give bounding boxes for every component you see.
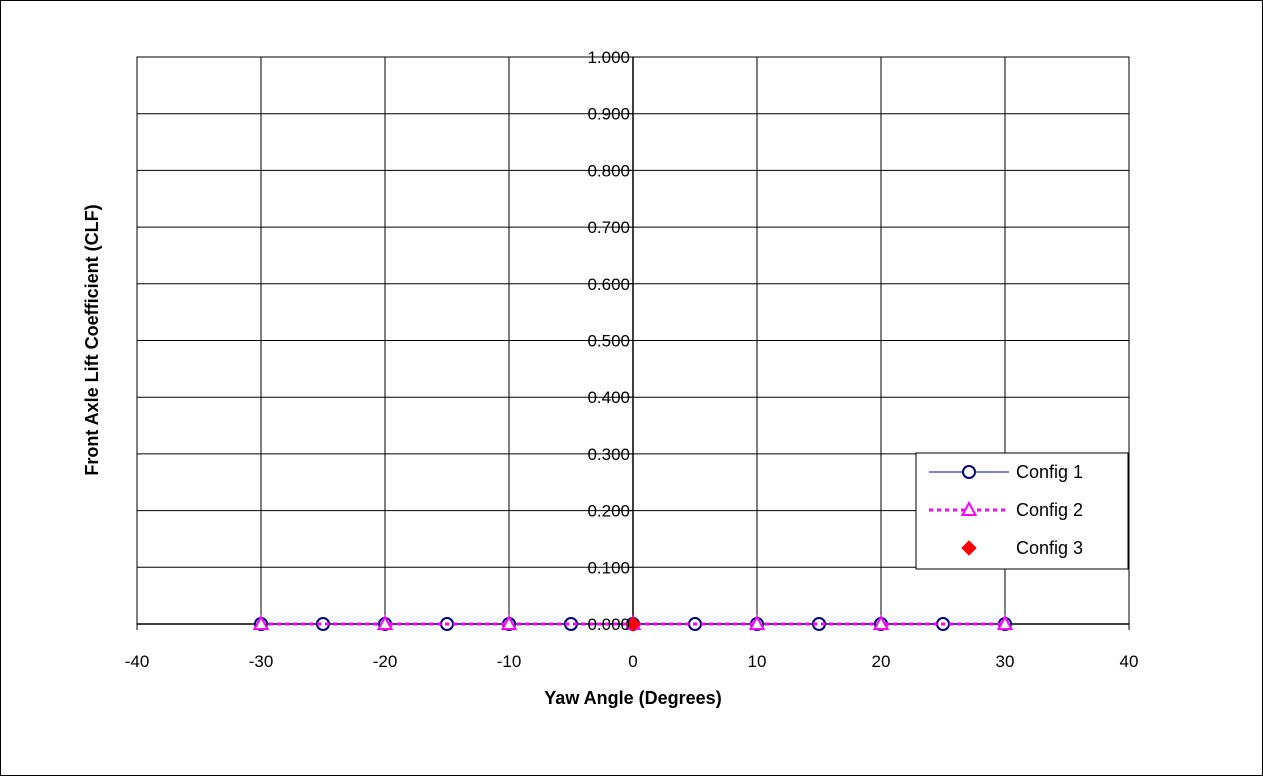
legend-entry-1: Config 1 (929, 462, 1083, 482)
y-axis-title: Front Axle Lift Coefficient (CLF) (82, 204, 102, 475)
y-tick-label: 0.300 (587, 445, 630, 464)
series-3-point (625, 616, 641, 632)
legend-label: Config 1 (1016, 462, 1083, 482)
series-3 (625, 616, 641, 632)
x-tick-label: -10 (497, 652, 522, 671)
y-tick-label: 0.800 (587, 161, 630, 180)
tick-labels: 0.000 0.100 0.200 0.300 0.400 0.500 0.600 0.700… (125, 48, 1139, 671)
series-2-point (996, 614, 1014, 630)
y-tick-label: 0.900 (587, 105, 630, 124)
y-tick-label: 0.500 (587, 332, 630, 351)
y-tick-label: 0.000 (587, 615, 630, 634)
legend-entry-2: Config 2 (929, 500, 1083, 520)
x-tick-label: 0 (628, 652, 637, 671)
y-tick-label: 0.400 (587, 388, 630, 407)
y-tick-label: 1.000 (587, 48, 630, 67)
series-2-point (252, 614, 270, 630)
x-tick-label: 40 (1120, 652, 1139, 671)
x-tick-label: -20 (373, 652, 398, 671)
y-tick-label: 0.200 (587, 502, 630, 521)
legend-swatch-marker (961, 540, 977, 556)
legend-swatch-marker (962, 465, 976, 479)
series-2-point (748, 614, 766, 630)
legend-label: Config 2 (1016, 500, 1083, 520)
x-tick-label: -30 (249, 652, 274, 671)
legend-entry-3: Config 3 (961, 538, 1083, 558)
series-2-point (872, 614, 890, 630)
x-tick-label: 10 (748, 652, 767, 671)
x-axis-title: Yaw Angle (Degrees) (544, 688, 721, 708)
y-tick-label: 0.100 (587, 558, 630, 577)
legend-label: Config 3 (1016, 538, 1083, 558)
legend: Config 1 Config 2 Config 3 (915, 452, 1129, 570)
y-tick-label: 0.600 (587, 275, 630, 294)
y-tick-label: 0.700 (587, 218, 630, 237)
series-layer (252, 614, 1014, 632)
legend-swatch-marker (960, 500, 978, 516)
series-2-point (376, 614, 394, 630)
series-2-point (500, 614, 518, 630)
x-tick-label: 20 (872, 652, 891, 671)
x-tick-label: 30 (996, 652, 1015, 671)
x-tick-label: -40 (125, 652, 150, 671)
